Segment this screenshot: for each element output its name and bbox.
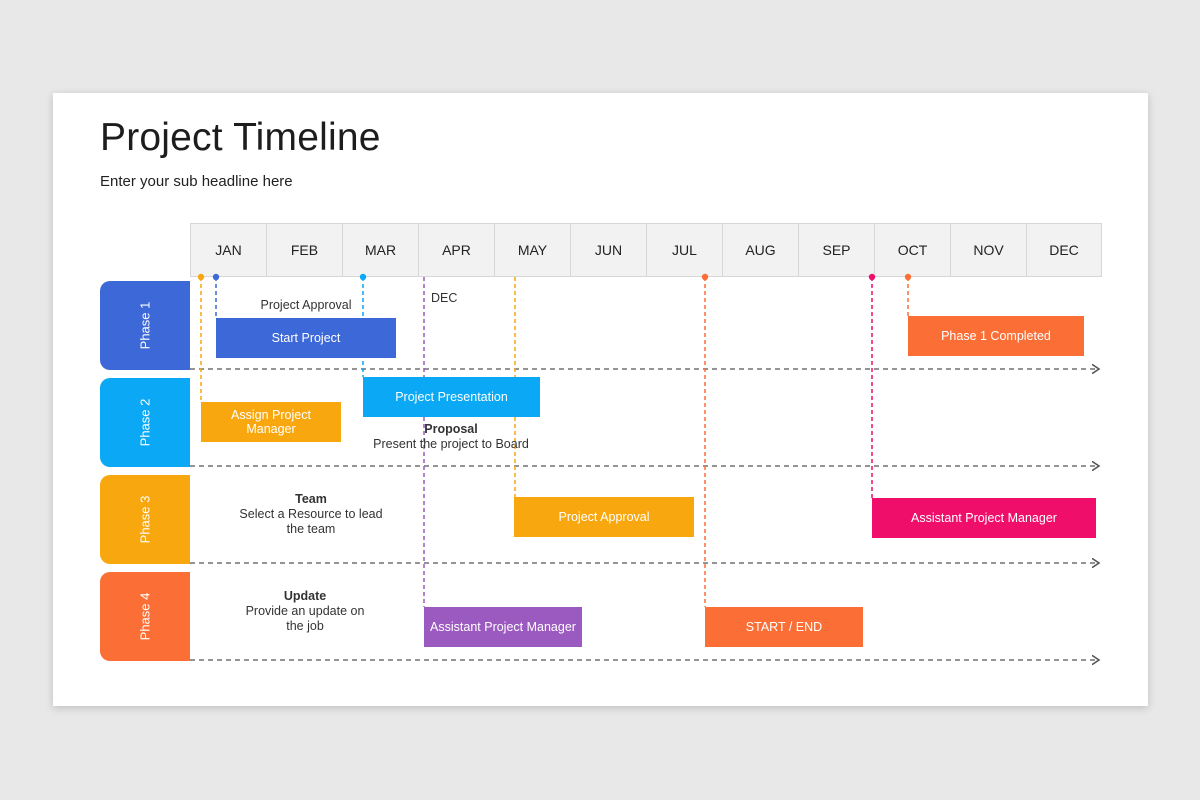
note-proposal-text: Present the project to Board (373, 437, 529, 451)
month-sep: SEP (798, 223, 874, 277)
phase-3-text: Phase 3 (137, 495, 153, 544)
month-nov: NOV (950, 223, 1026, 277)
dot-phase1-completed (904, 273, 912, 281)
month-jun: JUN (570, 223, 646, 277)
phase-1-label: Phase 1 (100, 281, 190, 370)
month-dec: DEC (1026, 223, 1102, 277)
task-assign-project-manager: Assign Project Manager (201, 402, 341, 442)
phase-2-label: Phase 2 (100, 378, 190, 467)
month-jul: JUL (646, 223, 722, 277)
month-may: MAY (494, 223, 570, 277)
phase-3-label: Phase 3 (100, 475, 190, 564)
month-apr: APR (418, 223, 494, 277)
month-oct: OCT (874, 223, 950, 277)
phase-2-text: Phase 2 (137, 398, 153, 447)
page-title: Project Timeline (100, 116, 381, 159)
note-proposal-title: Proposal (424, 422, 478, 436)
slide-card (53, 93, 1148, 706)
dot-presentation (359, 273, 367, 281)
dot-start-project (212, 273, 220, 281)
month-mar: MAR (342, 223, 418, 277)
note-update: Update Provide an update on the job (239, 589, 371, 634)
task-assistant-project-manager-pink: Assistant Project Manager (872, 498, 1096, 538)
month-header: JAN FEB MAR APR MAY JUN JUL AUG SEP OCT … (190, 223, 1102, 277)
note-update-title: Update (283, 589, 327, 603)
task-start-project: Start Project (216, 318, 396, 358)
task-project-presentation: Project Presentation (363, 377, 540, 417)
phase-4-label: Phase 4 (100, 572, 190, 661)
phase-4-text: Phase 4 (137, 592, 153, 641)
task-project-approval: Project Approval (514, 497, 694, 537)
phase-1-text: Phase 1 (137, 301, 153, 350)
note-team-title: Team (295, 492, 327, 506)
note-dec: DEC (431, 291, 458, 305)
note-team-text: Select a Resource to lead the team (239, 507, 383, 536)
dot-start-end (701, 273, 709, 281)
note-team: Team Select a Resource to lead the team (236, 492, 386, 537)
month-feb: FEB (266, 223, 342, 277)
month-aug: AUG (722, 223, 798, 277)
dot-assistant-pink (868, 273, 876, 281)
month-jan: JAN (190, 223, 266, 277)
note-project-approval: Project Approval (260, 298, 352, 312)
task-phase1-completed: Phase 1 Completed (908, 316, 1084, 356)
page-subtitle: Enter your sub headline here (100, 173, 293, 190)
note-update-text: Provide an update on the job (245, 604, 365, 633)
note-proposal: Proposal Present the project to Board (360, 422, 542, 452)
task-start-end: START / END (705, 607, 863, 647)
task-assistant-project-manager-purple: Assistant Project Manager (424, 607, 582, 647)
dot-assign-manager (197, 273, 205, 281)
